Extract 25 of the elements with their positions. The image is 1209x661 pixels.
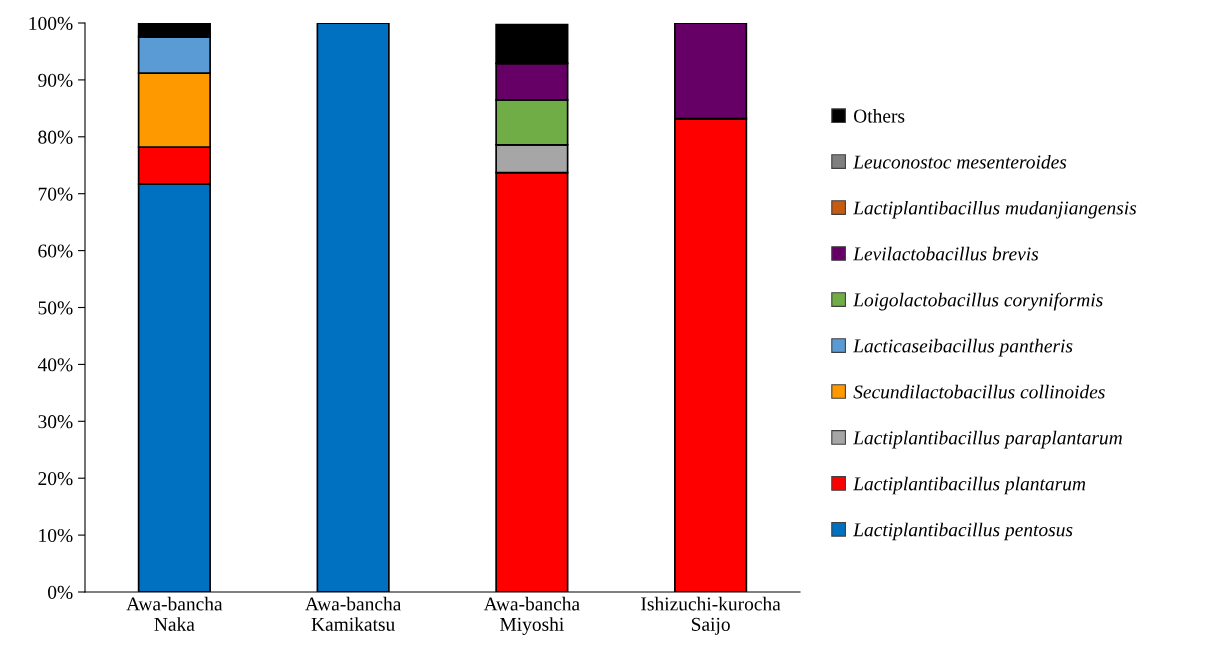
legend-label: Loigolactobacillus coryniformis bbox=[852, 292, 1103, 311]
y-tick-label: 90% bbox=[38, 73, 73, 87]
x-tick-label: Awa-bancha Miyoshi bbox=[483, 596, 580, 635]
y-tick-label: 80% bbox=[38, 130, 73, 144]
y-tick-label: 40% bbox=[37, 358, 73, 372]
x-tick-label: Awa-bancha Naka bbox=[126, 596, 223, 631]
y-tick-label: 30% bbox=[38, 415, 73, 429]
legend-label: Lactiplantibacillus pentosus bbox=[852, 522, 1073, 541]
legend-label: Leuconostoc mesenteroides bbox=[852, 154, 1067, 169]
y-tick-label: 50% bbox=[38, 301, 73, 315]
y-tick-label: 10% bbox=[39, 528, 73, 543]
legend-label: Lacticaseibacillus pantheris bbox=[852, 338, 1073, 357]
legend-label: Levilactobacillus brevis bbox=[852, 246, 1039, 261]
y-tick-label: 20% bbox=[38, 472, 73, 486]
x-tick-label: Awa-bancha Kamikatsu bbox=[305, 596, 402, 631]
legend-label: Lactiplantibacillus mudanjiangensis bbox=[852, 200, 1137, 219]
legend-label: Lactiplantibacillus paraplantarum bbox=[852, 430, 1122, 449]
legend-label: Secundilactobacillus collinoides bbox=[853, 384, 1105, 399]
legend-label: Lactiplantibacillus plantarum bbox=[852, 476, 1086, 495]
y-tick-label: 100% bbox=[29, 16, 73, 30]
legend-label: Others bbox=[853, 108, 905, 123]
y-tick-label: 0% bbox=[48, 585, 73, 599]
y-tick-label: 70% bbox=[38, 187, 73, 201]
x-tick-label: Ishizuchi-kurocha Saijo bbox=[641, 596, 781, 635]
y-tick-label: 60% bbox=[38, 244, 73, 258]
